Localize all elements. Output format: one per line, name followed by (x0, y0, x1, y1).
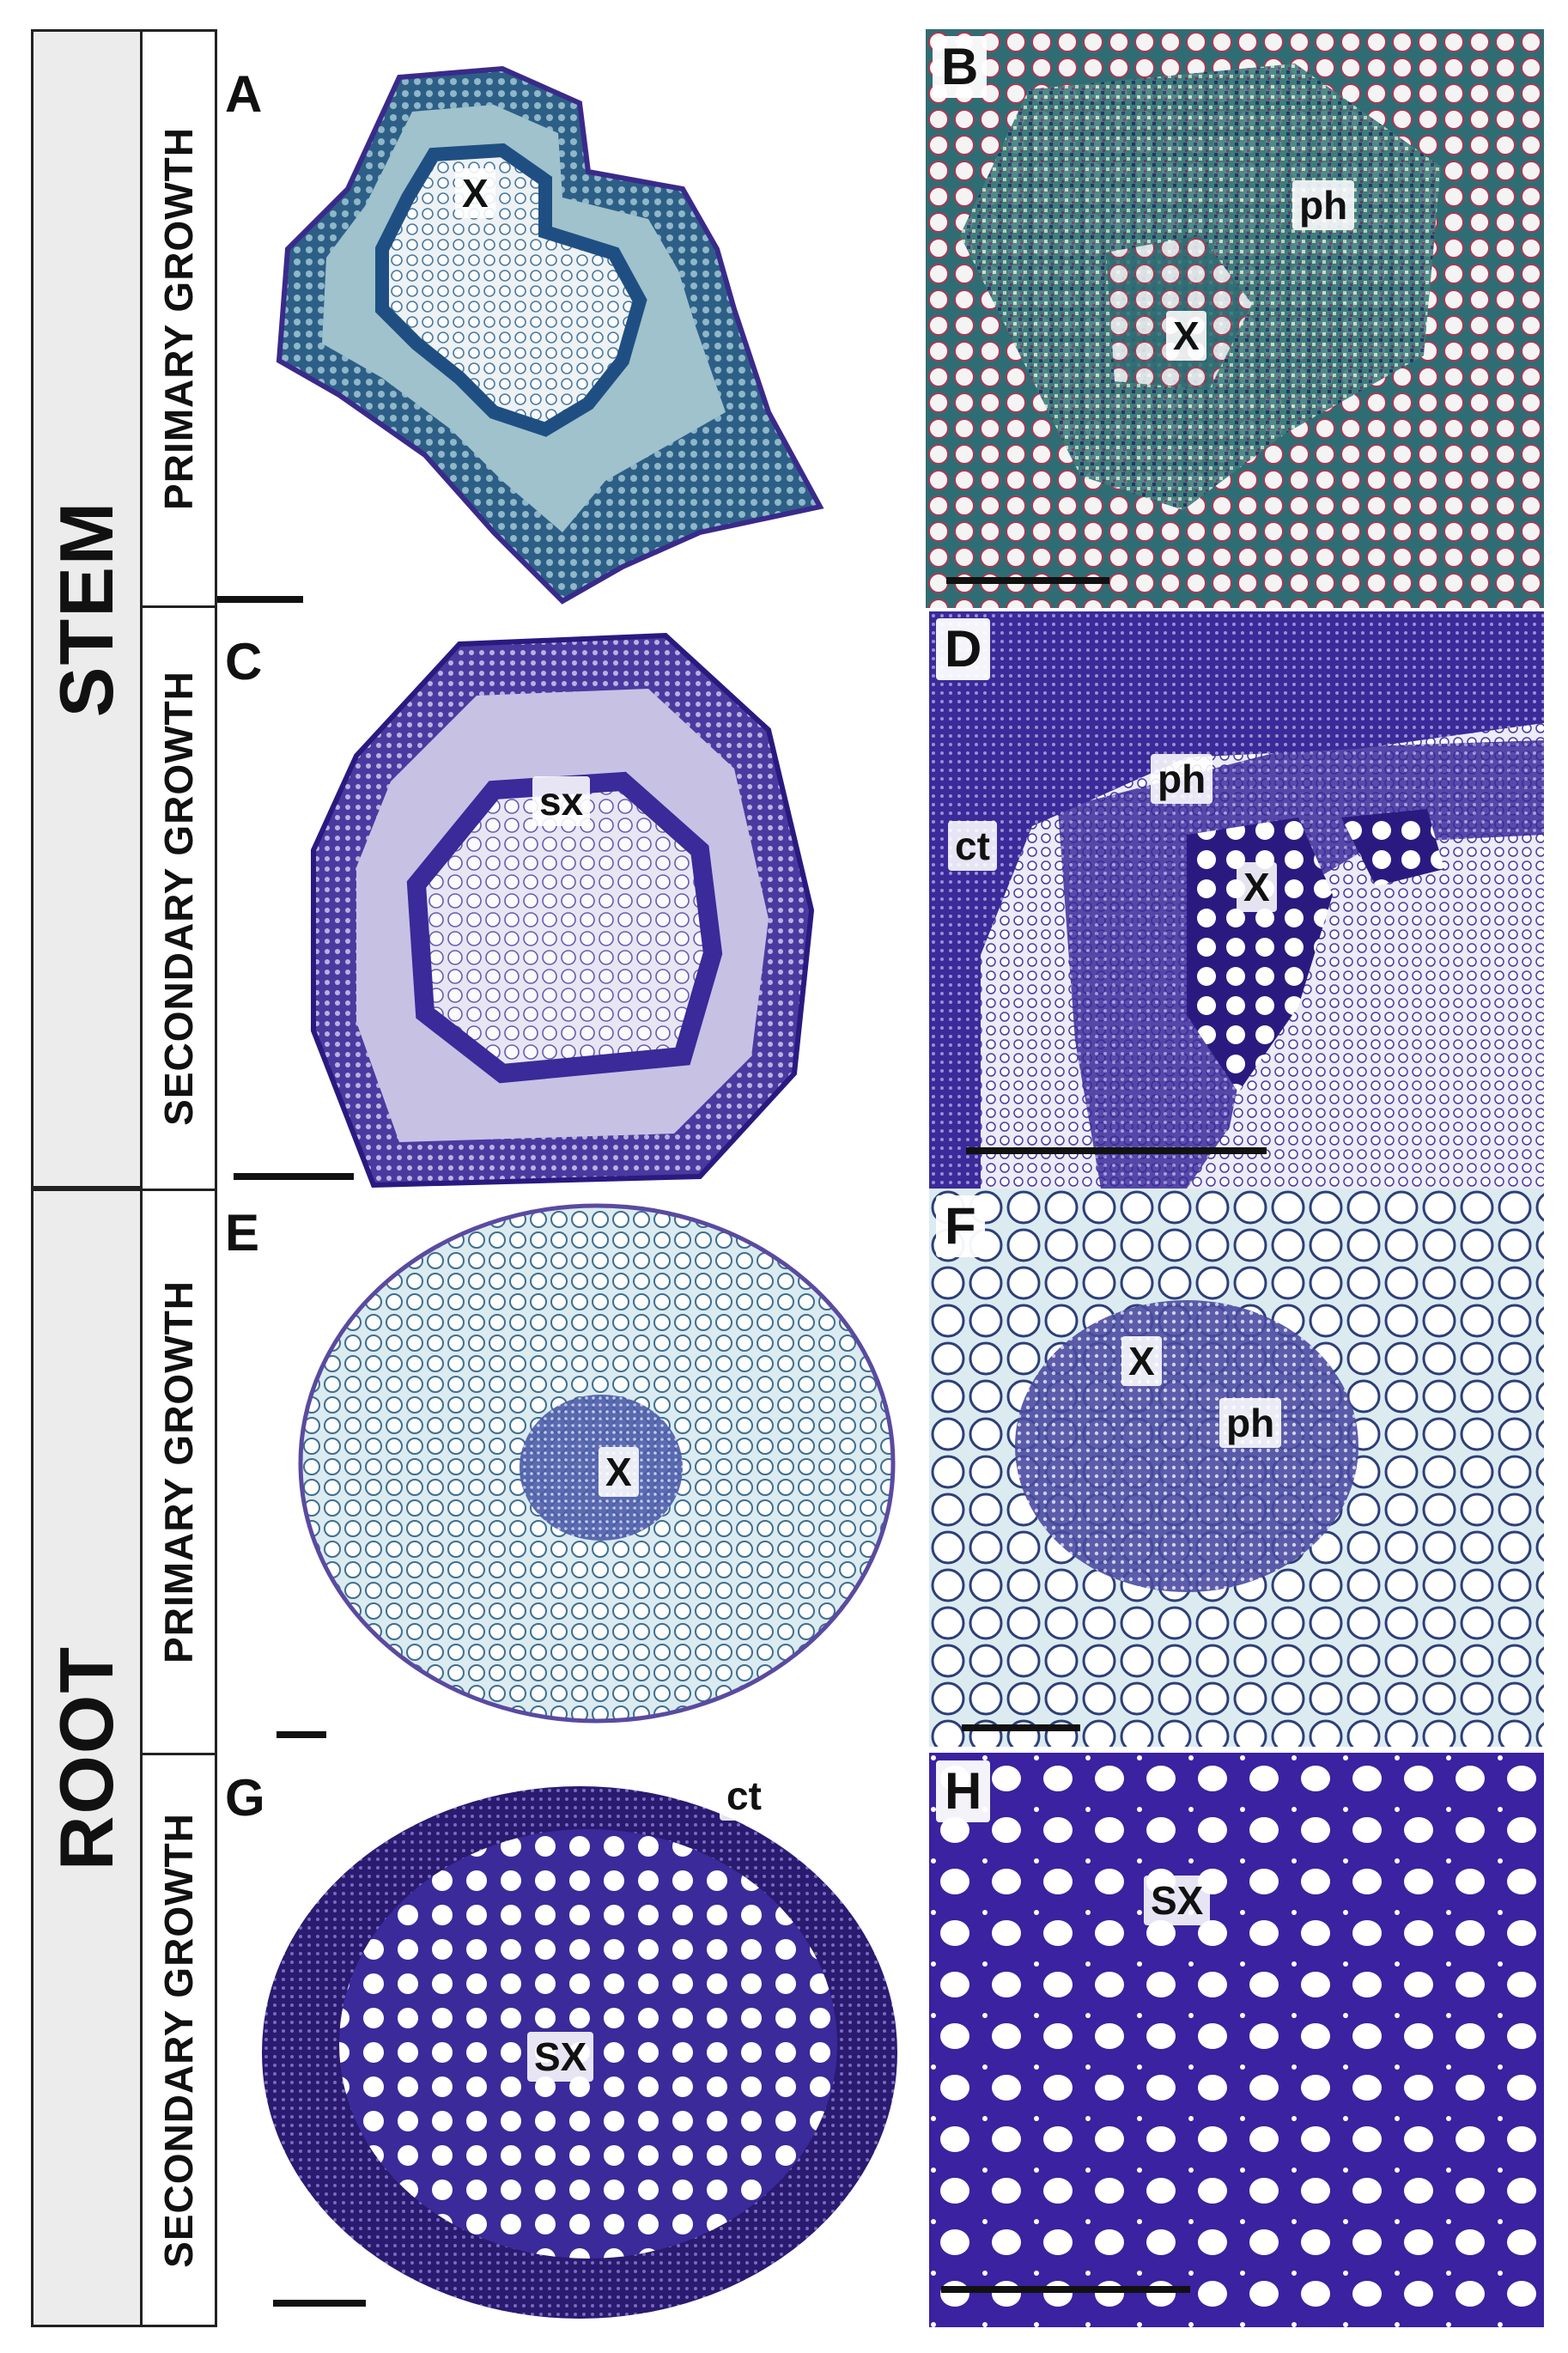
stem-primary-growth-label: PRIMARY GROWTH (156, 127, 201, 510)
stem-primary-growth-band: PRIMARY GROWTH (140, 29, 217, 608)
panel-d-xylem-label: X (1237, 862, 1277, 912)
panel-f-xylem-label: X (1121, 1336, 1162, 1386)
panel-a-scale-bar (217, 596, 303, 603)
panel-c-micrograph (219, 627, 897, 1194)
panel-b-xylem-label: X (1166, 311, 1206, 361)
panel-h-scale-bar (941, 2286, 1190, 2293)
panel-g-cortex-label: ct (720, 1771, 769, 1821)
panel-g-secondary-xylem-label: SX (527, 2032, 594, 2082)
panel-e-micrograph (219, 1189, 897, 1755)
panel-e-scale-bar (277, 1731, 326, 1738)
panel-h-micrograph (929, 1753, 1544, 2327)
panel-h-letter: H (936, 1760, 991, 1822)
panel-b-phloem-label: ph (1292, 180, 1355, 230)
panel-c-secondary-xylem-label: sx (532, 776, 591, 826)
panel-f-scale-bar (962, 1724, 1080, 1731)
panel-c-letter: C (225, 633, 263, 690)
stem-section-band: STEM (31, 29, 143, 1189)
panel-a-micrograph (219, 52, 897, 618)
panel-d-phloem-label: ph (1151, 754, 1213, 804)
panel-b-letter: B (933, 36, 988, 98)
panel-b-micrograph (926, 29, 1544, 608)
root-section-band: ROOT (31, 1189, 143, 2327)
root-section-label: ROOT (44, 1645, 129, 1871)
stem-section-label: STEM (44, 500, 129, 718)
panel-a-letter: A (225, 65, 263, 123)
panel-b-scale-bar (946, 577, 1109, 584)
panel-d-scale-bar (966, 1147, 1267, 1154)
stem-secondary-growth-label: SECONDARY GROWTH (156, 671, 201, 1126)
panel-g-scale-bar (273, 2300, 366, 2307)
stem-secondary-growth-band: SECONDARY GROWTH (140, 605, 217, 1191)
panel-f-micrograph (929, 1189, 1544, 1747)
root-secondary-growth-label: SECONDARY GROWTH (156, 1812, 201, 2268)
root-primary-growth-band: PRIMARY GROWTH (140, 1189, 217, 1755)
panel-h-secondary-xylem-label: SX (1144, 1876, 1211, 1925)
panel-f-letter: F (936, 1195, 985, 1257)
panel-f-phloem-label: ph (1219, 1398, 1282, 1448)
panel-e-xylem-label: X (599, 1447, 639, 1497)
panel-d-cortex-label: ct (948, 821, 997, 871)
panel-e-letter: E (225, 1204, 260, 1262)
panel-c-scale-bar (234, 1173, 354, 1180)
panel-a-xylem-label: X (455, 168, 495, 218)
root-primary-growth-label: PRIMARY GROWTH (156, 1280, 201, 1663)
panel-d-letter: D (936, 618, 991, 680)
root-secondary-growth-band: SECONDARY GROWTH (140, 1753, 217, 2327)
panel-g-letter: G (225, 1769, 265, 1827)
